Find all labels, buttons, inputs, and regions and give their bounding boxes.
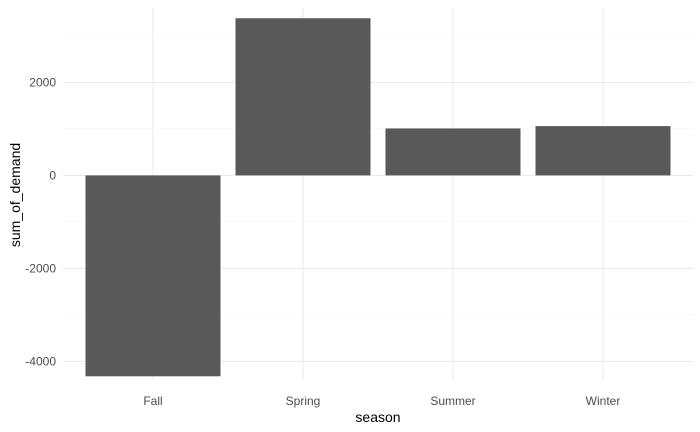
y-tick-label: -2000 bbox=[25, 261, 56, 275]
bar-summer bbox=[385, 128, 521, 176]
bars bbox=[85, 18, 671, 377]
x-tick-label: Fall bbox=[143, 394, 162, 408]
y-axis-ticks: -4000 -2000 0 2000 bbox=[25, 75, 56, 368]
x-axis-ticks: Fall Spring Summer Winter bbox=[143, 394, 620, 408]
x-tick-label: Winter bbox=[586, 394, 621, 408]
x-tick-label: Spring bbox=[286, 394, 321, 408]
bar-spring bbox=[235, 18, 371, 176]
y-tick-label: -4000 bbox=[25, 354, 56, 368]
y-tick-label: 0 bbox=[49, 168, 56, 182]
bar-winter bbox=[535, 126, 671, 176]
y-tick-label: 2000 bbox=[29, 75, 56, 89]
x-tick-label: Summer bbox=[430, 394, 475, 408]
y-axis-title: sum_of_demand bbox=[7, 143, 23, 247]
bar-fall bbox=[85, 175, 221, 377]
x-axis-title: season bbox=[355, 409, 400, 425]
